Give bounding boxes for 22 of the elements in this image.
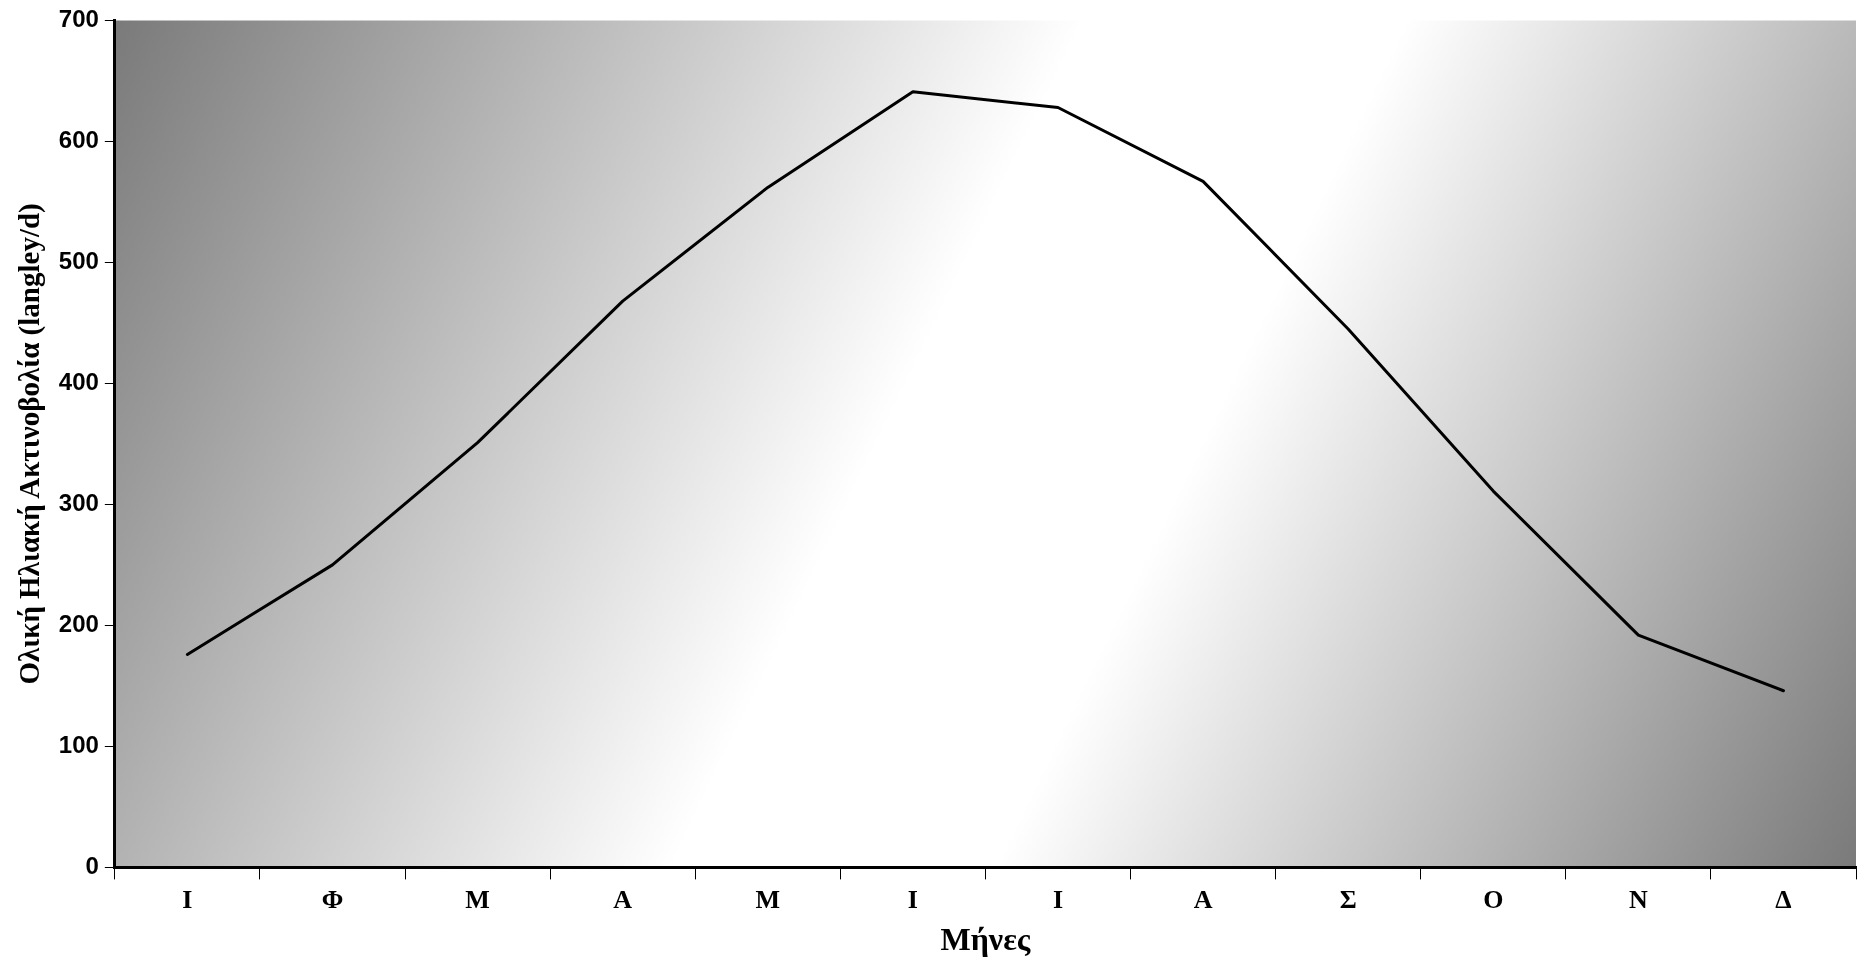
x-tick-label: Ι bbox=[1052, 884, 1064, 914]
y-tick-label: 600 bbox=[58, 126, 99, 154]
y-tick-label: 400 bbox=[58, 368, 99, 396]
y-tick-label: 300 bbox=[58, 489, 99, 517]
y-tick-label: 200 bbox=[58, 610, 99, 638]
y-axis-title: Ολική Ηλιακή Ακτινοβολία (langley/d) bbox=[12, 203, 46, 685]
x-tick-label: Ο bbox=[1483, 884, 1504, 914]
x-tick-label: Α bbox=[1193, 884, 1213, 914]
x-tick-label: Μ bbox=[755, 884, 781, 914]
x-tick-label: Ι bbox=[182, 884, 193, 914]
x-axis-title: Μήνες bbox=[940, 921, 1031, 958]
x-tick-label: Σ bbox=[1339, 884, 1357, 914]
x-tick-label: Δ bbox=[1775, 884, 1792, 914]
x-tick-label: Ι bbox=[907, 884, 918, 914]
y-tick-label: 500 bbox=[58, 247, 99, 275]
y-tick-label: 700 bbox=[58, 5, 99, 33]
x-tick-label: Ν bbox=[1628, 884, 1648, 914]
y-tick-label: 0 bbox=[85, 852, 99, 880]
y-tick-label: 100 bbox=[58, 731, 99, 759]
x-tick-label: Μ bbox=[465, 884, 490, 914]
x-tick-label: Α bbox=[613, 884, 633, 914]
x-tick-label: Φ bbox=[321, 884, 344, 914]
